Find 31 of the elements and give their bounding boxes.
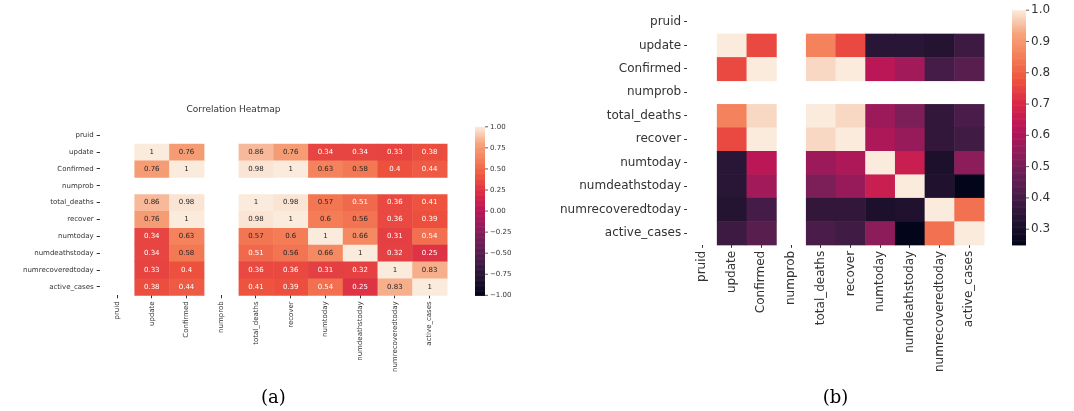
color-bar-label: 1.0 — [1031, 2, 1051, 17]
y-tick-label: Confirmed — [618, 60, 682, 75]
color-bar-label: 0.8 — [1031, 64, 1051, 79]
x-tick-label: numrecoveredtoday — [931, 250, 946, 373]
chart-title: Correlation Heatmap — [186, 103, 281, 114]
y-tick-label: numtoday — [620, 154, 682, 169]
y-tick-label: numdeathstoday — [579, 178, 682, 193]
x-tick-label: Confirmed — [753, 250, 768, 314]
x-tick-label: recover — [842, 250, 857, 297]
x-tick-label: numdeathstoday — [901, 250, 916, 353]
y-tick-label: recover — [635, 131, 682, 146]
color-bar-label: 0.3 — [1031, 221, 1051, 236]
color-bar-label: 0.7 — [1031, 96, 1051, 111]
x-tick-label: pruid — [694, 250, 709, 282]
x-tick-label: update — [723, 250, 738, 294]
y-tick-label: pruid — [650, 14, 682, 29]
text: (a) — [260, 385, 286, 407]
color-bar-label: 0.9 — [1031, 33, 1051, 48]
color-bar-label: 0.4 — [1031, 190, 1051, 205]
x-tick-label: numtoday — [872, 250, 887, 312]
y-tick-label: update — [638, 37, 682, 52]
x-tick-label: total_deaths — [812, 250, 827, 326]
text: (b) — [822, 385, 849, 407]
color-bar-label: 0.5 — [1031, 158, 1051, 173]
y-tick-label: total_deaths — [606, 107, 682, 122]
y-tick-label: active_cases — [604, 225, 682, 240]
x-tick-label: active_cases — [961, 250, 976, 328]
y-tick-label: numprob — [627, 84, 682, 99]
color-bar-label: 0.6 — [1031, 127, 1051, 142]
y-tick-label: numrecoveredtoday — [559, 201, 682, 216]
x-tick-label: numprob — [783, 250, 798, 305]
